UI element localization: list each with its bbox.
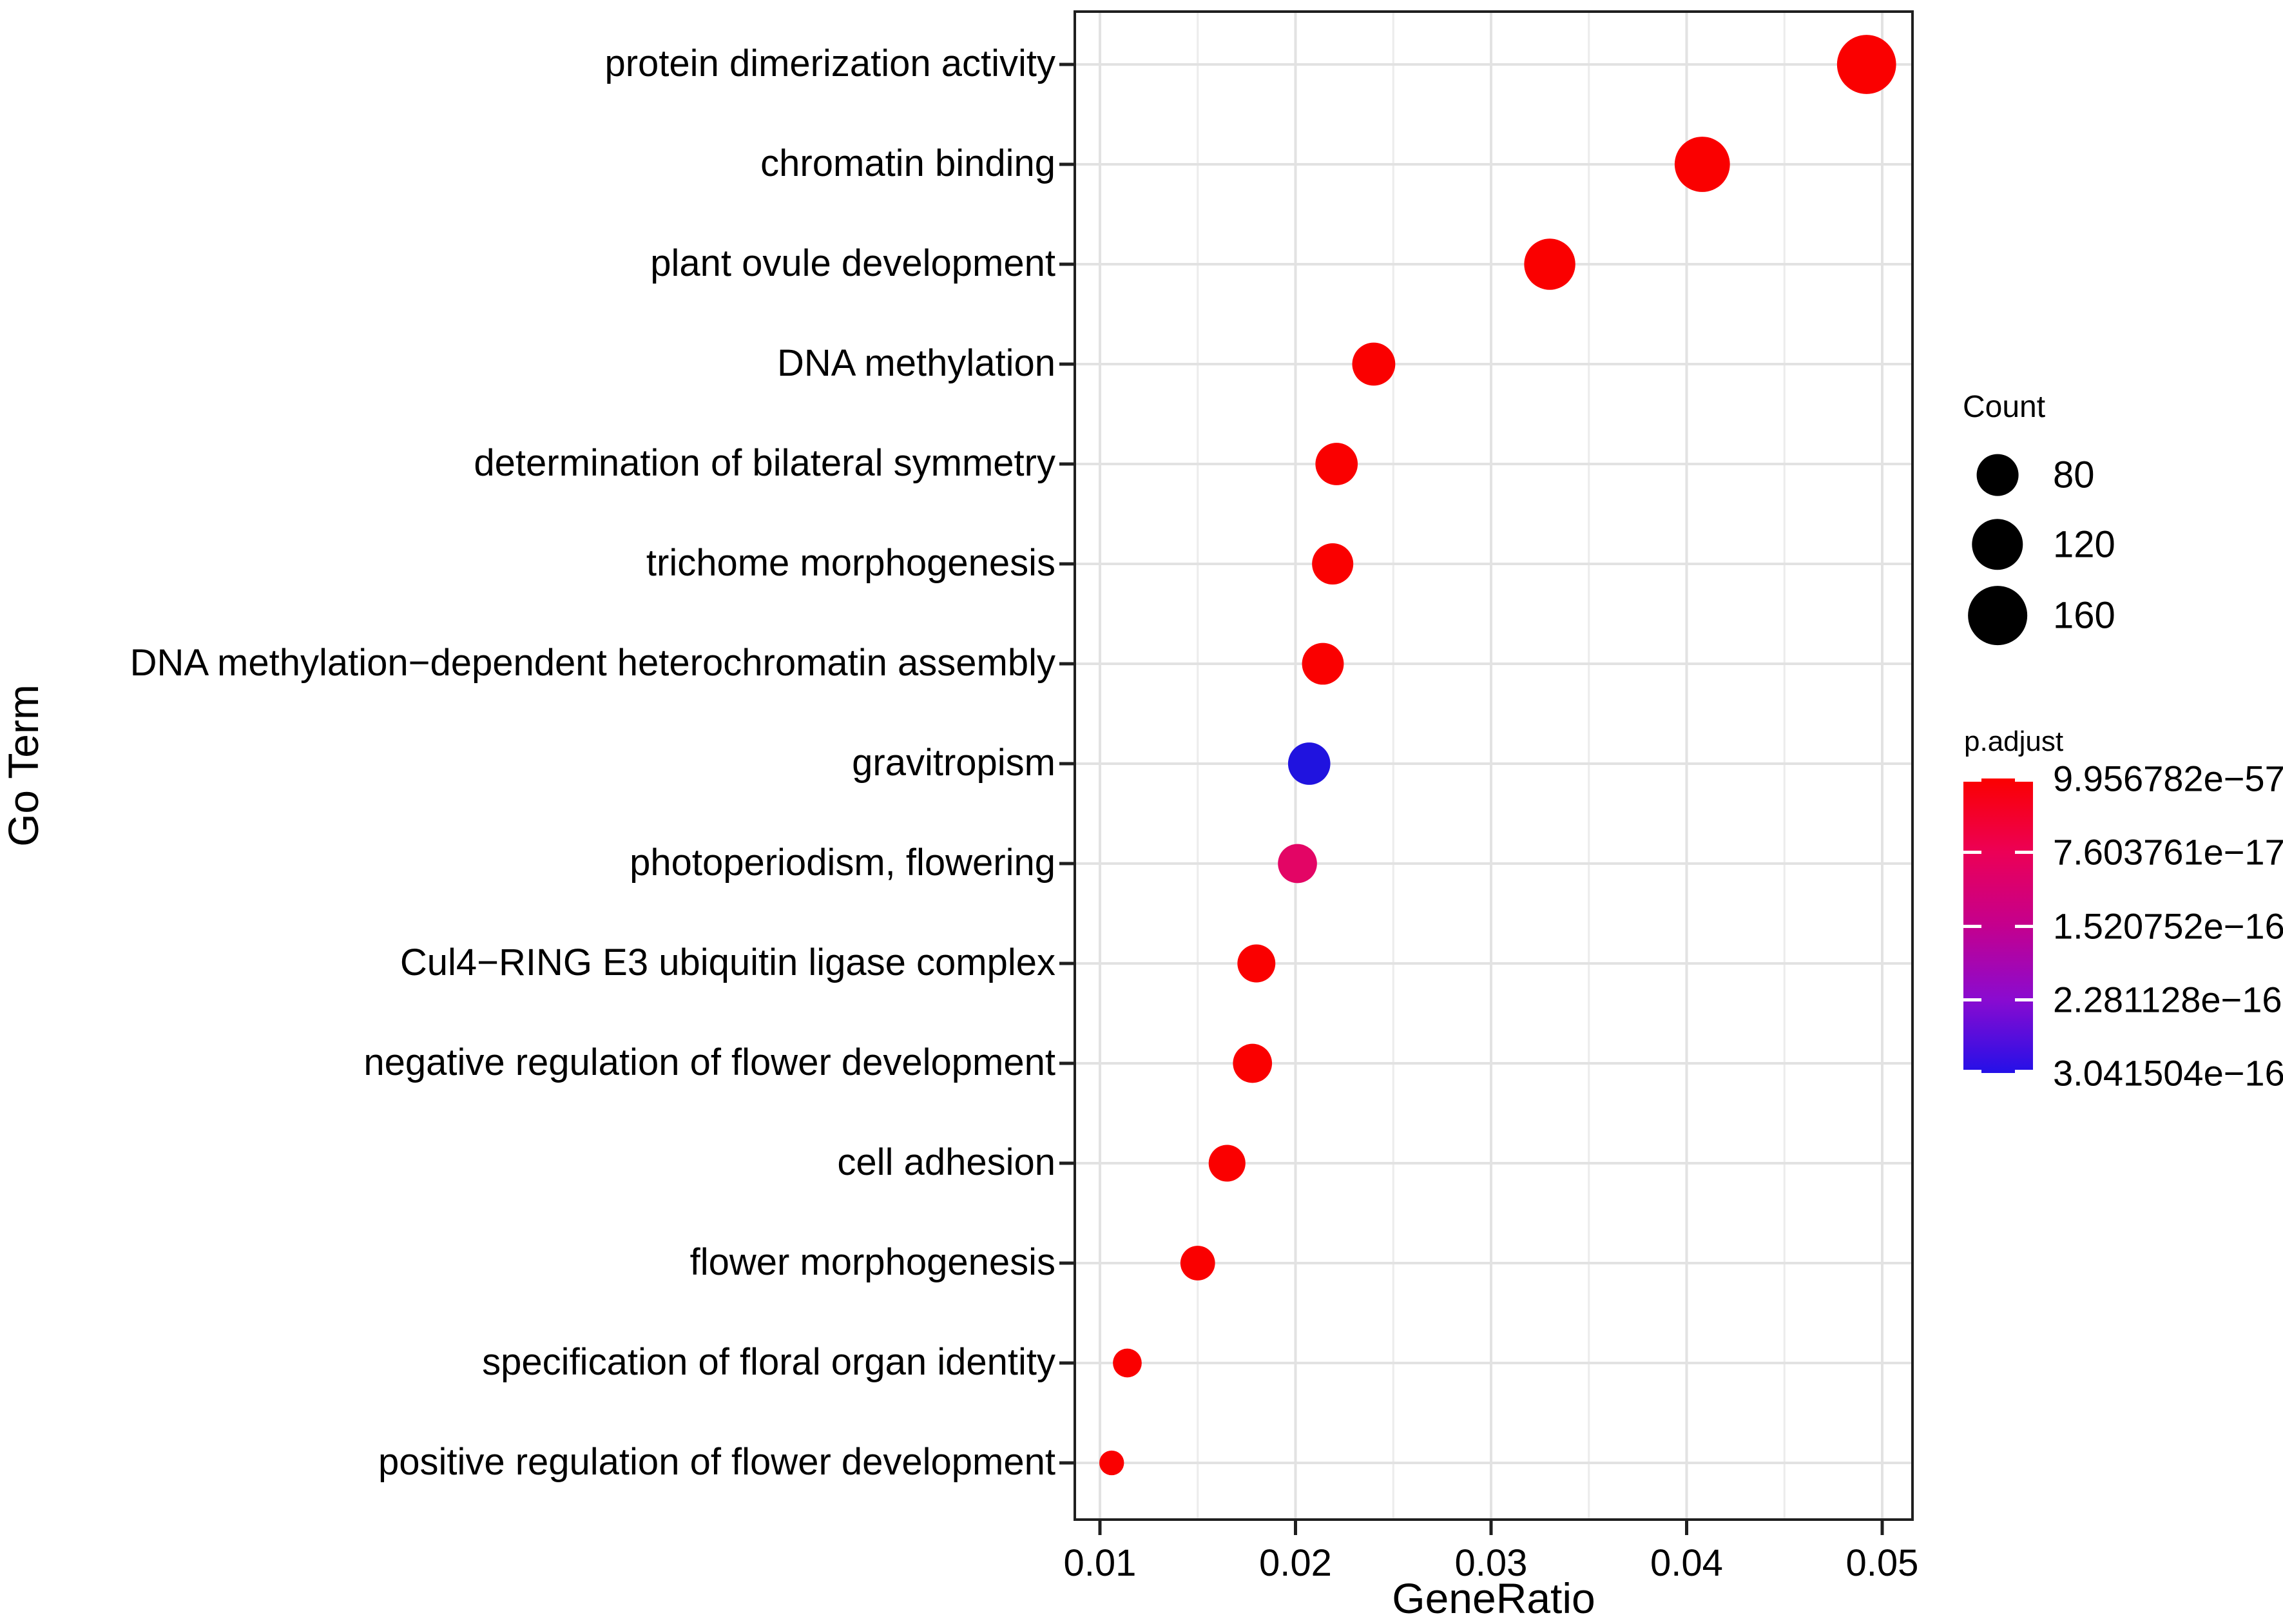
count-legend-label: 160 (2053, 594, 2115, 637)
padjust-tick-label: 1.520752e−16 (2053, 905, 2283, 946)
y-axis-label: cell adhesion (837, 1141, 1055, 1183)
y-axis-label: determination of bilateral symmetry (474, 441, 1055, 484)
padjust-colorbar (1963, 778, 2033, 1073)
data-point (1674, 137, 1730, 192)
x-tick-label: 0.01 (1063, 1542, 1137, 1584)
panel-border (1074, 10, 1914, 1521)
y-axis-label: chromatin binding (760, 142, 1055, 184)
count-legend-label: 120 (2053, 523, 2115, 566)
y-axis-label: negative regulation of flower developmen… (363, 1041, 1055, 1083)
data-point (1315, 443, 1358, 485)
padjust-colorbar-tick (1963, 1070, 1981, 1073)
x-tick-label: 0.05 (1845, 1542, 1919, 1584)
data-point (1287, 742, 1331, 785)
padjust-colorbar-tick (2015, 1070, 2033, 1073)
y-axis-label: photoperiodism, flowering (630, 841, 1055, 884)
count-legend-dot (1972, 519, 2023, 570)
y-axis-label: plant ovule development (650, 242, 1055, 284)
data-point (1302, 643, 1344, 685)
x-tick-label: 0.03 (1454, 1542, 1528, 1584)
count-legend-label: 80 (2053, 454, 2095, 496)
padjust-tick-label: 9.956782e−57 (2053, 758, 2283, 799)
data-point (1352, 342, 1396, 386)
y-axis-label: flower morphogenesis (689, 1241, 1055, 1283)
y-axis-label: specification of floral organ identity (482, 1340, 1055, 1383)
padjust-colorbar-tick (1963, 778, 1981, 782)
data-point (1524, 238, 1575, 290)
padjust-colorbar-tick (1963, 851, 1981, 855)
y-axis-label: Cul4−RING E3 ubiquitin ligase complex (400, 941, 1055, 983)
data-point (1180, 1246, 1215, 1281)
data-point (1113, 1348, 1142, 1378)
y-axis-label: DNA methylation−dependent heterochromati… (130, 641, 1055, 684)
padjust-colorbar-tick (2015, 998, 2033, 1001)
padjust-tick-label: 2.281128e−16 (2053, 979, 2282, 1020)
padjust-legend-title: p.adjust (1964, 726, 2064, 757)
y-axis-label: trichome morphogenesis (646, 541, 1055, 584)
count-legend-dot (1976, 454, 2019, 496)
padjust-colorbar-tick (2015, 778, 2033, 782)
data-point (1836, 35, 1896, 94)
padjust-colorbar-tick (2015, 924, 2033, 928)
y-axis-label: DNA methylation (777, 342, 1055, 384)
padjust-colorbar-tick (2015, 851, 2033, 855)
padjust-colorbar-tick (1963, 998, 1981, 1001)
data-point (1278, 844, 1317, 884)
y-axis-label: positive regulation of flower developmen… (378, 1440, 1055, 1483)
padjust-tick-label: 7.603761e−17 (2053, 831, 2283, 873)
y-axis-label: gravitropism (852, 741, 1055, 784)
data-point (1099, 1450, 1124, 1476)
data-point (1208, 1145, 1246, 1182)
count-legend-title: Count (1963, 390, 2046, 424)
padjust-colorbar-tick (1963, 924, 1981, 928)
data-point (1312, 543, 1354, 585)
count-legend-dot (1968, 586, 2027, 645)
data-point (1237, 944, 1276, 983)
x-tick-label: 0.02 (1259, 1542, 1332, 1584)
y-axis-title: Go Term (0, 684, 47, 847)
x-axis-title: GeneRatio (1392, 1574, 1595, 1622)
padjust-tick-label: 3.041504e−16 (2053, 1052, 2283, 1094)
x-tick-label: 0.04 (1650, 1542, 1723, 1584)
y-axis-label: protein dimerization activity (604, 42, 1055, 84)
data-point (1233, 1043, 1273, 1083)
